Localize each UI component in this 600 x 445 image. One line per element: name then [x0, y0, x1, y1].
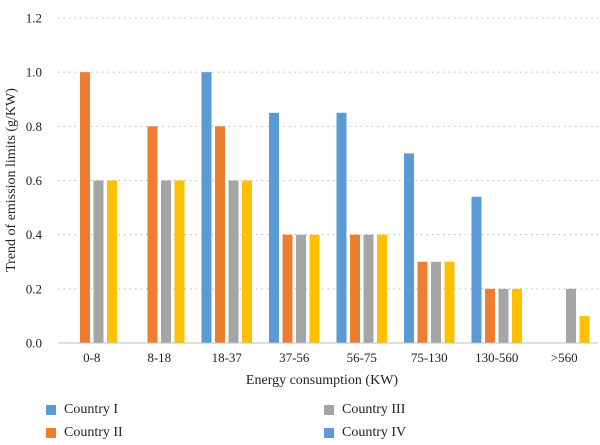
bar — [363, 234, 374, 343]
bar — [242, 180, 252, 343]
y-axis-ticks: 0.0 0.2 0.4 0.6 0.8 1.0 1.2 — [26, 11, 43, 351]
bar — [512, 288, 522, 343]
bar — [228, 180, 239, 343]
x-axis-label: Energy consumption (KW) — [246, 373, 398, 388]
y-tick-label: 1.2 — [26, 11, 42, 26]
bar — [282, 234, 293, 343]
x-tick-label: 18-37 — [212, 350, 243, 365]
y-tick-label: 1.0 — [26, 65, 42, 80]
bar — [269, 112, 279, 344]
bar — [93, 180, 104, 343]
x-tick-label: 75-130 — [411, 350, 448, 365]
bar — [174, 180, 185, 343]
bar — [377, 234, 387, 343]
bar — [485, 288, 495, 343]
bar — [579, 315, 590, 343]
bar — [350, 234, 360, 343]
x-tick-label: 37-56 — [279, 350, 310, 365]
bar — [404, 153, 414, 343]
bar — [566, 288, 576, 343]
y-tick-label: 0.6 — [26, 173, 43, 188]
y-tick-label: 0.4 — [26, 227, 43, 242]
y-tick-label: 0.0 — [26, 336, 42, 351]
y-tick-label: 0.2 — [26, 281, 42, 296]
bar — [147, 126, 158, 343]
bar — [431, 261, 441, 343]
bar — [498, 288, 509, 343]
bar — [296, 234, 306, 343]
bar — [309, 234, 320, 343]
bars — [80, 72, 590, 344]
grid-lines — [58, 17, 598, 290]
bar — [201, 72, 212, 344]
x-axis-ticks: 0-8 8-18 18-37 37-56 56-75 75-130 130-560 >560 — [83, 350, 578, 365]
bar — [80, 72, 90, 344]
x-tick-label: >560 — [551, 350, 578, 365]
bar — [161, 180, 171, 343]
x-tick-label: 130-560 — [475, 350, 518, 365]
bar — [336, 112, 347, 344]
bar — [107, 180, 117, 343]
bar — [444, 261, 455, 343]
x-tick-label: 0-8 — [83, 350, 100, 365]
y-axis-label: Trend of emission limits (g/KW) — [4, 88, 19, 272]
bar — [471, 196, 482, 343]
x-tick-label: 56-75 — [347, 350, 377, 365]
bar — [417, 261, 428, 343]
y-tick-label: 0.8 — [26, 119, 42, 134]
x-tick-label: 8-18 — [147, 350, 171, 365]
bar — [215, 126, 225, 343]
